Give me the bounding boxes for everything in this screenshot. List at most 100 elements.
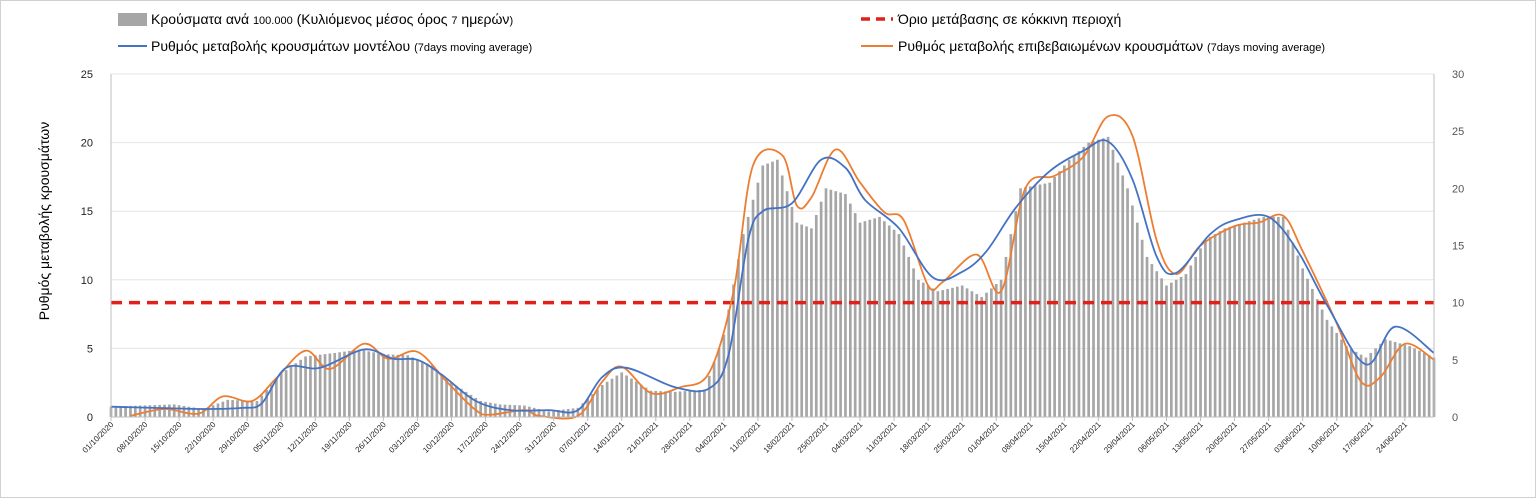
- bar: [362, 350, 366, 417]
- x-tick-label: 26/11/2020: [354, 420, 389, 455]
- x-tick-label: 10/06/2021: [1306, 420, 1341, 455]
- bar: [1403, 344, 1407, 417]
- y2-tick-label: 20: [1452, 183, 1464, 195]
- bar: [1140, 239, 1144, 417]
- bar: [810, 228, 813, 417]
- bar: [1296, 255, 1300, 417]
- bar: [1145, 256, 1149, 417]
- bar: [537, 409, 541, 417]
- x-tick-label: 11/03/2021: [864, 420, 899, 455]
- bar: [260, 395, 264, 417]
- bar: [352, 350, 356, 417]
- bar: [484, 401, 487, 417]
- bar: [1155, 271, 1159, 417]
- bar: [761, 165, 765, 417]
- bar: [328, 353, 332, 417]
- bar: [1194, 256, 1198, 417]
- bar: [192, 407, 196, 417]
- bar: [158, 404, 161, 417]
- bar: [338, 352, 341, 417]
- bar: [975, 294, 979, 417]
- bar: [737, 259, 740, 417]
- x-tick-label: 28/01/2021: [660, 420, 695, 455]
- bar: [1301, 268, 1305, 417]
- bar: [965, 288, 969, 418]
- bar: [780, 175, 784, 417]
- bar: [1204, 239, 1207, 417]
- x-tick-label: 18/03/2021: [898, 420, 933, 455]
- bar: [1063, 165, 1066, 417]
- bar: [1009, 234, 1013, 417]
- bar: [1077, 151, 1081, 417]
- bar: [304, 356, 307, 417]
- bar: [313, 355, 317, 417]
- bar: [299, 359, 303, 417]
- legend: Κρούσματα ανά 100.000 (Κυλιόμενος μέσος …: [118, 11, 1325, 54]
- bar: [1170, 282, 1173, 417]
- bar: [664, 391, 667, 417]
- bar: [683, 391, 687, 417]
- bar: [853, 213, 857, 417]
- x-tick-label: 15/10/2020: [149, 420, 184, 455]
- bar: [630, 378, 633, 417]
- bar: [1422, 352, 1426, 417]
- bar: [999, 279, 1003, 417]
- bar: [343, 351, 346, 417]
- bar: [255, 400, 259, 417]
- bar: [1024, 187, 1027, 417]
- line-series: [110, 114, 1435, 420]
- bar: [1238, 224, 1241, 417]
- bar: [440, 374, 444, 418]
- bar: [878, 216, 881, 417]
- bar: [1106, 136, 1110, 417]
- bar: [829, 189, 833, 417]
- bar: [382, 354, 385, 417]
- bar: [634, 381, 638, 417]
- legend-threshold-label: Όριο μετάβασης σε κόκκινη περιοχή: [897, 11, 1121, 27]
- bar: [168, 404, 171, 417]
- x-tick-label: 04/02/2021: [694, 420, 729, 455]
- bar: [1286, 229, 1290, 417]
- bar: [289, 366, 293, 417]
- bar: [1330, 326, 1334, 417]
- bar: [377, 353, 380, 417]
- bar: [955, 286, 959, 417]
- bar: [814, 215, 818, 417]
- bar: [600, 384, 604, 417]
- bar: [1374, 348, 1377, 417]
- bar: [610, 378, 614, 417]
- bar: [163, 404, 166, 417]
- bar: [1014, 211, 1018, 417]
- bar: [693, 390, 697, 417]
- y2-tick-label: 0: [1452, 412, 1458, 424]
- bar: [844, 194, 847, 417]
- bar: [1315, 299, 1319, 417]
- bar: [659, 391, 662, 417]
- bar: [936, 291, 940, 417]
- y-tick-label: 5: [87, 343, 93, 355]
- x-tick-label: 04/03/2021: [830, 420, 865, 455]
- y2-tick-label: 30: [1452, 69, 1464, 81]
- bar: [576, 407, 580, 417]
- bar: [1087, 142, 1090, 417]
- bar: [1398, 343, 1402, 417]
- bar: [202, 409, 205, 417]
- bar: [897, 234, 901, 417]
- y2-tick-label: 10: [1452, 298, 1464, 310]
- bar: [839, 192, 842, 417]
- bar: [931, 288, 935, 418]
- bar: [1233, 225, 1236, 417]
- bar: [430, 365, 434, 417]
- bar: [741, 234, 745, 417]
- bar: [1393, 342, 1397, 417]
- bar: [858, 222, 862, 417]
- bar: [756, 182, 760, 417]
- x-tick-label: 20/05/2021: [1204, 420, 1239, 455]
- bar: [1364, 357, 1368, 417]
- bar: [921, 282, 925, 417]
- bar: [1053, 176, 1056, 417]
- legend-bars-label: Κρούσματα ανά 100.000 (Κυλιόμενος μέσος …: [151, 11, 513, 27]
- x-tick-label: 08/10/2020: [115, 420, 150, 455]
- y-axis-label: Ρυθμός μεταβολής κρουσμάτων: [36, 122, 52, 320]
- bar: [902, 245, 906, 417]
